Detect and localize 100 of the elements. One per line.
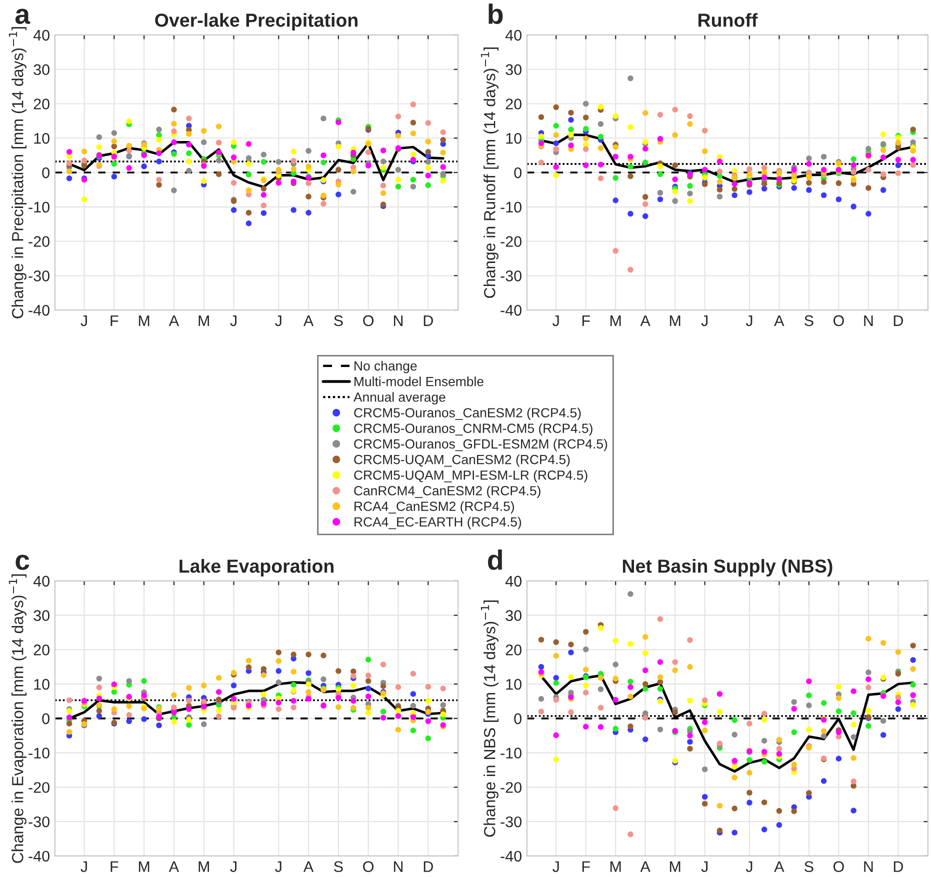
point [612, 248, 618, 254]
y-tick-label: -10 [28, 202, 50, 213]
x-tick-label: O [833, 315, 844, 326]
point [306, 164, 312, 170]
point [216, 140, 222, 146]
point [598, 162, 604, 168]
point [880, 187, 886, 193]
x-tick-label: J [275, 315, 282, 326]
point [761, 758, 768, 765]
point [350, 150, 356, 156]
y-tick-label: -40 [500, 304, 522, 316]
point [687, 121, 693, 127]
point [910, 657, 916, 663]
point [582, 690, 589, 696]
point [642, 194, 648, 200]
point [395, 184, 402, 190]
chart-title: Net Basin Supply (NBS) [622, 559, 832, 576]
x-tick-label: J [80, 861, 87, 872]
x-tick-label: M [610, 861, 621, 872]
point [276, 700, 282, 706]
point [350, 188, 356, 195]
y-tick-label: -20 [500, 236, 522, 247]
point [761, 710, 768, 716]
point [850, 688, 856, 694]
point [866, 676, 872, 682]
point [96, 684, 102, 690]
point [628, 678, 634, 685]
point [380, 708, 386, 714]
point [791, 706, 797, 712]
point [230, 207, 237, 213]
point [276, 658, 282, 664]
point [276, 706, 282, 712]
point [395, 132, 402, 139]
x-tick-label: M [610, 315, 621, 326]
x-tick-label: N [394, 315, 403, 326]
point [410, 130, 416, 136]
point [850, 808, 856, 814]
point [171, 139, 177, 146]
point [836, 756, 842, 762]
point [702, 794, 708, 800]
point [216, 171, 222, 178]
point [171, 120, 177, 127]
point [350, 168, 356, 174]
point [702, 719, 708, 726]
y-tick-label: -30 [28, 270, 50, 282]
point [612, 113, 618, 119]
point [732, 186, 738, 192]
point [628, 591, 634, 597]
point [628, 694, 634, 700]
point [365, 656, 372, 663]
point [230, 180, 237, 186]
point [171, 719, 177, 725]
point [350, 682, 356, 688]
point [336, 144, 342, 150]
point [702, 766, 708, 772]
point [836, 684, 842, 690]
point [716, 186, 723, 193]
point [365, 710, 372, 716]
point [880, 732, 886, 738]
point [895, 162, 902, 168]
x-tick-label: A [774, 861, 784, 872]
point [186, 168, 192, 174]
point [246, 220, 252, 226]
point [687, 732, 693, 738]
point [260, 672, 267, 678]
point [260, 692, 267, 698]
point [866, 210, 872, 217]
point [791, 185, 797, 191]
point [410, 176, 416, 183]
point [657, 726, 664, 732]
point [776, 822, 782, 828]
legend-label: Annual average [354, 392, 446, 404]
point [350, 698, 356, 704]
point [820, 778, 827, 784]
point [126, 712, 132, 718]
point [306, 148, 312, 154]
point [746, 189, 752, 195]
point [96, 676, 102, 682]
point [716, 168, 723, 174]
point [395, 713, 402, 719]
point [425, 164, 432, 171]
point [306, 689, 312, 695]
point [260, 202, 267, 208]
point [568, 132, 574, 138]
point [66, 175, 72, 182]
x-tick-label: A [640, 861, 650, 872]
point [820, 733, 827, 739]
x-tick-label: F [582, 315, 590, 326]
point [126, 148, 132, 154]
point [806, 180, 812, 186]
y-axis-title: Change in Precipitation [mm (14 days)$^{−1}$] [8, 27, 26, 318]
point [111, 161, 118, 167]
x-tick-label: D [424, 315, 433, 326]
y-tick-label: 10 [506, 132, 522, 144]
point [910, 702, 916, 708]
legend-label: CanRCM4_CanESM2 (RCP4.5) [354, 486, 540, 498]
point [672, 667, 678, 674]
point [410, 691, 416, 697]
x-tick-label: F [110, 861, 118, 872]
point [410, 120, 416, 126]
